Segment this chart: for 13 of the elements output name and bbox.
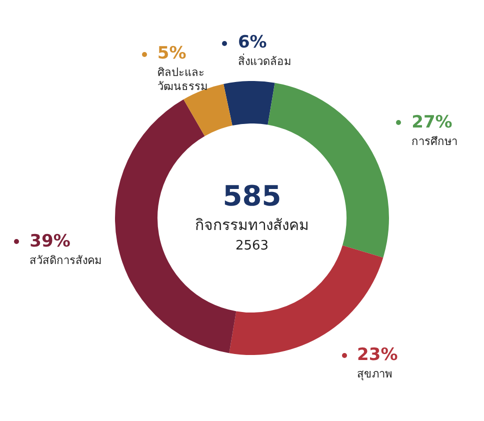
slice-label: สวัสดิการสังคม [30,254,102,267]
slice-label: สิ่งแวดล้อม [238,52,291,68]
text: กิจกรรมทางสังคม [195,216,309,234]
slice-label: การศึกษา [412,134,458,148]
text: 585 [222,179,282,212]
text: 2563 [235,238,269,254]
data-label: 5% [157,44,186,64]
slice-label: ศิลปะและ วัฒนธรรม [157,66,208,94]
data-label: 6% [238,32,267,52]
data-label: 27% [412,112,452,132]
data-label: 23% [357,345,398,366]
data-label: 39% [30,231,70,252]
slice-label: สุขภาพ [357,367,392,380]
